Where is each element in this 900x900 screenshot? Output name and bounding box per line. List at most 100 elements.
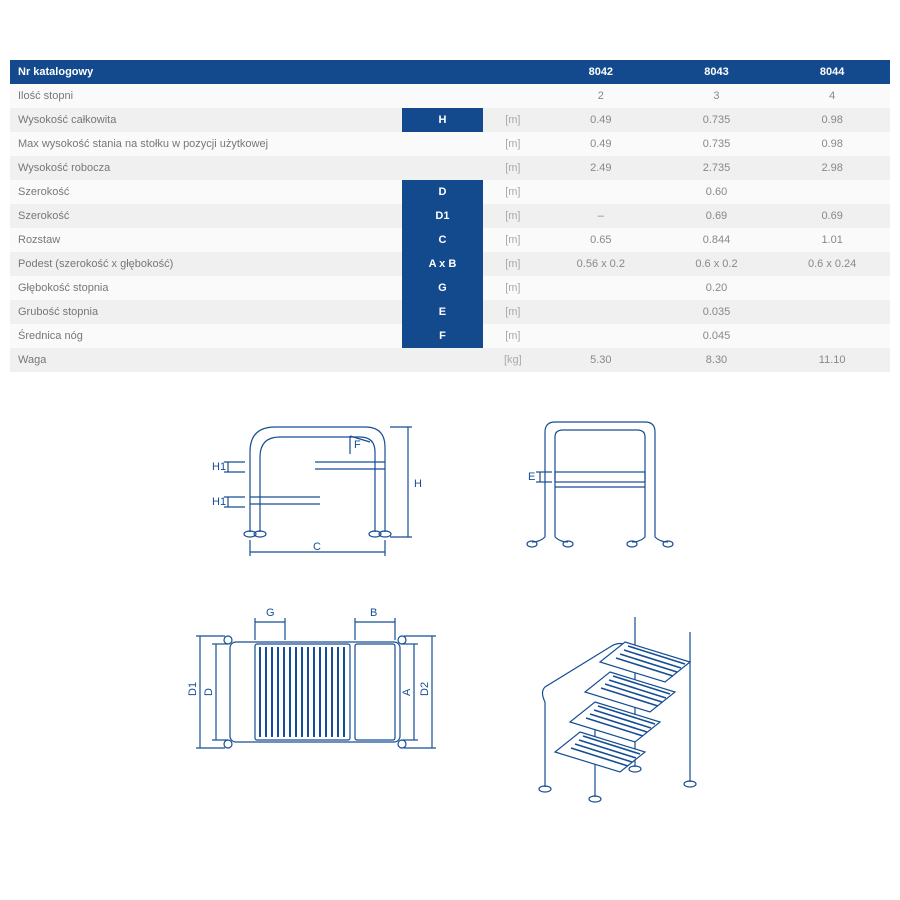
table-row: Wysokość całkowitaH[m]0.490.7350.98 [10,108,890,132]
unit-cell: [m] [483,276,543,300]
param-label: Wysokość całkowita [10,108,402,132]
value-cell: 0.65 [543,228,659,252]
symbol-cell: D1 [402,204,482,228]
value-cell: 2 [543,84,659,108]
header-row: Nr katalogowy 8042 8043 8044 [10,60,890,84]
value-cell: 0.49 [543,108,659,132]
table-row: Średnica nógF[m]0.045 [10,324,890,348]
value-cell: 0.844 [659,228,775,252]
value-cell: 11.10 [774,348,890,372]
symbol-cell: H [402,108,482,132]
value-cell: 0.6 x 0.2 [659,252,775,276]
value-cell: 0.735 [659,108,775,132]
header-col-0: 8042 [543,60,659,84]
symbol-cell: G [402,276,482,300]
symbol-empty [402,84,482,108]
unit-cell: [m] [483,252,543,276]
dim-e: E [528,471,535,483]
param-label: Wysokość robocza [10,156,402,180]
table-row: Waga [kg]5.308.3011.10 [10,348,890,372]
dim-d: D [203,688,215,696]
symbol-cell: A x B [402,252,482,276]
unit-cell: [m] [483,132,543,156]
value-span: 0.60 [543,180,890,204]
unit-cell: [m] [483,156,543,180]
dim-d2: D2 [419,682,431,696]
unit-cell: [m] [483,180,543,204]
symbol-empty [402,156,482,180]
value-cell: 2.49 [543,156,659,180]
unit-cell: [m] [483,204,543,228]
diagram-front: E [490,392,710,562]
unit-cell: [m] [483,300,543,324]
table-row: Ilość stopni 234 [10,84,890,108]
param-label: Szerokość [10,180,402,204]
value-cell: 0.49 [543,132,659,156]
value-cell: – [543,204,659,228]
dim-b: B [370,607,377,619]
value-span: 0.035 [543,300,890,324]
symbol-empty [402,132,482,156]
value-cell: 2.735 [659,156,775,180]
value-cell: 0.98 [774,132,890,156]
table-row: Wysokość robocza [m]2.492.7352.98 [10,156,890,180]
header-col-2: 8044 [774,60,890,84]
value-cell: 0.98 [774,108,890,132]
value-cell: 0.6 x 0.24 [774,252,890,276]
param-label: Ilość stopni [10,84,402,108]
table-row: Max wysokość stania na stołku w pozycji … [10,132,890,156]
unit-cell: [m] [483,228,543,252]
value-cell: 0.69 [659,204,775,228]
diagram-perspective [490,592,730,812]
unit-cell: [m] [483,108,543,132]
header-col-1: 8043 [659,60,775,84]
diagram-top: G B D1 D A D2 [170,592,460,792]
dim-g: G [266,607,275,619]
param-label: Waga [10,348,402,372]
param-label: Grubość stopnia [10,300,402,324]
param-label: Średnica nóg [10,324,402,348]
unit-cell [483,84,543,108]
value-cell: 1.01 [774,228,890,252]
diagram-panel: H H1 H1 F C E [10,392,890,812]
value-cell: 2.98 [774,156,890,180]
param-label: Rozstaw [10,228,402,252]
param-label: Podest (szerokość x głębokość) [10,252,402,276]
table-row: SzerokośćD1[m]–0.690.69 [10,204,890,228]
dim-c: C [313,541,321,553]
symbol-cell: D [402,180,482,204]
unit-cell: [m] [483,324,543,348]
value-span: 0.20 [543,276,890,300]
symbol-cell: E [402,300,482,324]
dim-d1: D1 [187,682,199,696]
value-cell: 0.56 x 0.2 [543,252,659,276]
table-row: RozstawC[m]0.650.8441.01 [10,228,890,252]
spec-table: Nr katalogowy 8042 8043 8044 Ilość stopn… [10,60,890,372]
header-unit [483,60,543,84]
table-row: Podest (szerokość x głębokość)A x B[m]0.… [10,252,890,276]
diagram-side: H H1 H1 F C [190,392,460,562]
value-cell: 0.735 [659,132,775,156]
param-label: Max wysokość stania na stołku w pozycji … [10,132,402,156]
param-label: Głębokość stopnia [10,276,402,300]
value-span: 0.045 [543,324,890,348]
table-row: SzerokośćD[m]0.60 [10,180,890,204]
symbol-cell: F [402,324,482,348]
table-row: Grubość stopniaE[m]0.035 [10,300,890,324]
value-cell: 8.30 [659,348,775,372]
table-row: Głębokość stopniaG[m]0.20 [10,276,890,300]
dim-h1b: H1 [212,496,226,508]
header-symbol [402,60,482,84]
dim-f: F [354,439,361,451]
symbol-empty [402,348,482,372]
unit-cell: [kg] [483,348,543,372]
dim-h1a: H1 [212,461,226,473]
param-label: Szerokość [10,204,402,228]
dim-a: A [401,688,413,696]
dim-h: H [414,478,422,490]
header-param: Nr katalogowy [10,60,402,84]
value-cell: 0.69 [774,204,890,228]
value-cell: 3 [659,84,775,108]
value-cell: 4 [774,84,890,108]
value-cell: 5.30 [543,348,659,372]
